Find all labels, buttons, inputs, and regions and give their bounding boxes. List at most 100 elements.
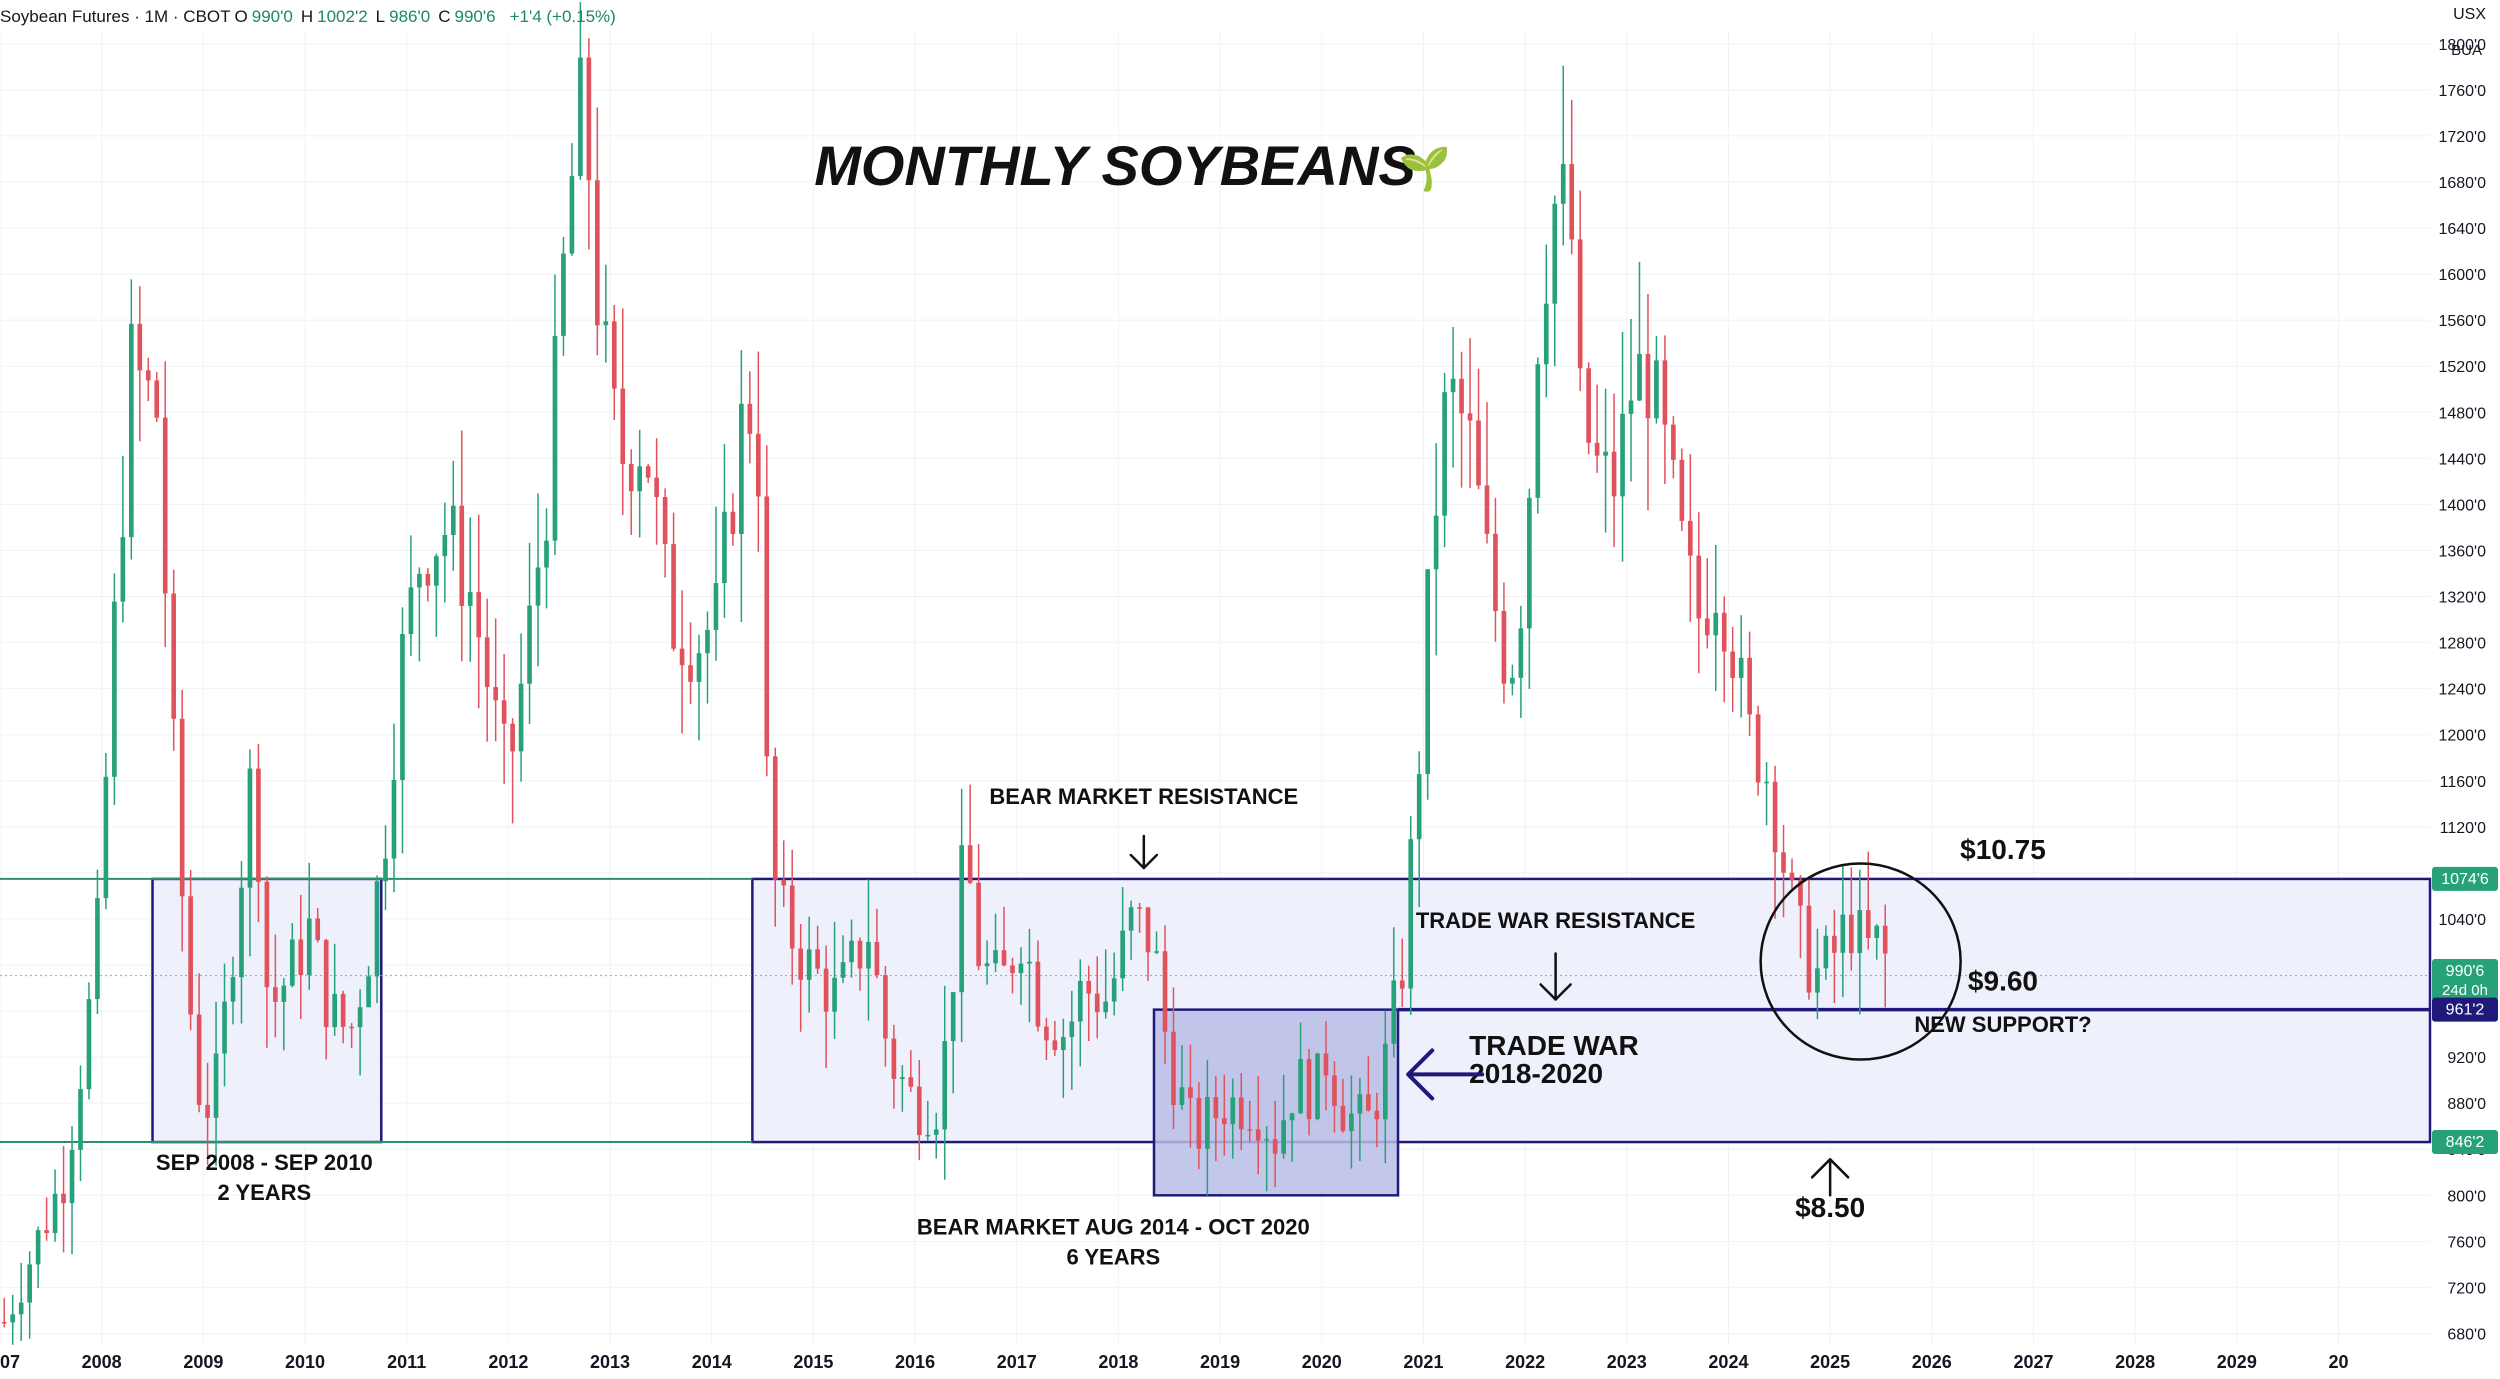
candle-body — [179, 718, 185, 897]
candle-body — [1713, 612, 1719, 636]
candle-body — [832, 977, 837, 1012]
candle-body — [86, 999, 92, 1090]
annotation-tw: TRADE WAR 2018-2020 — [1469, 1030, 1639, 1089]
candle-body — [908, 1077, 914, 1087]
y-tick-label: 1440'0 — [2438, 451, 2486, 468]
y-tick-label: 1240'0 — [2438, 682, 2486, 699]
y-tick-label: 1200'0 — [2438, 728, 2486, 745]
candle-body — [1662, 360, 1668, 425]
candle-body — [476, 592, 482, 638]
candle-body — [662, 497, 668, 545]
annotation-ns: NEW SUPPORT? — [1914, 1012, 2091, 1037]
candle-body — [1306, 1059, 1312, 1120]
y-tick-label: 1560'0 — [2438, 313, 2486, 330]
y-tick-label: 1040'0 — [2438, 912, 2486, 929]
candle-body — [357, 1007, 363, 1028]
candle-body — [849, 940, 854, 963]
candle-body — [1298, 1059, 1303, 1114]
candle-body — [883, 975, 888, 1039]
candle-body — [1882, 925, 1888, 954]
axes: 680'0720'0760'0800'0840'0880'0920'0960'0… — [0, 37, 2498, 1372]
candle-body — [1789, 872, 1795, 881]
candle-body — [747, 403, 753, 434]
candle-body — [374, 881, 380, 977]
x-tick-label: 2023 — [1607, 1352, 1647, 1372]
candle-body — [891, 1038, 897, 1079]
y-tick-label: 1520'0 — [2438, 359, 2486, 376]
x-tick-label: 2022 — [1505, 1352, 1545, 1372]
candle-body — [1357, 1094, 1363, 1114]
candle-body — [145, 370, 151, 381]
candle-body — [993, 950, 998, 964]
candle-body — [1501, 610, 1507, 684]
candle-body — [264, 881, 270, 988]
candle-body — [1188, 1087, 1193, 1098]
candle-body — [1349, 1113, 1354, 1132]
y-tick-label: 1320'0 — [2438, 590, 2486, 607]
candle-body — [942, 1041, 948, 1130]
candle-body — [44, 1230, 49, 1234]
candle-body — [1518, 628, 1524, 678]
candle-body — [1315, 1053, 1320, 1120]
annotation-bmr: BEAR MARKET RESISTANCE — [989, 784, 1298, 809]
candle-body — [222, 1001, 227, 1054]
candle-body — [1382, 1043, 1388, 1120]
candle-body — [1798, 880, 1803, 906]
candle-body — [315, 918, 321, 941]
candle-body — [603, 321, 609, 326]
candle-body — [484, 637, 490, 688]
candle-body — [1001, 950, 1007, 966]
y-tick-label: 760'0 — [2447, 1234, 2486, 1251]
candle-body — [332, 993, 338, 1028]
arrow-down-trade-war — [1539, 952, 1572, 1001]
annotations: SEP 2008 - SEP 2010 2 YEARS BEAR MARKET RE… — [156, 134, 2092, 1269]
candle-body — [535, 567, 541, 606]
tag-support: 961'2 — [2446, 1002, 2485, 1019]
candle-body — [1781, 852, 1786, 873]
candle-body — [1696, 555, 1702, 619]
x-tick-label: 2027 — [2013, 1352, 2053, 1372]
candle-body — [1738, 657, 1744, 678]
candle-body — [976, 882, 981, 967]
ohlc-high: H 1002'2 — [300, 7, 368, 26]
currency-label[interactable]: USX — [2453, 6, 2486, 23]
candle-body — [1620, 413, 1625, 497]
tag-current-sub: 24d 0h — [2442, 982, 2488, 999]
candle-body — [239, 887, 244, 978]
candle-body — [1340, 1105, 1346, 1132]
candle-body — [289, 939, 295, 986]
candle-body — [137, 323, 143, 371]
y-tick-label: 1480'0 — [2438, 405, 2486, 422]
candle-body — [1399, 980, 1405, 989]
candle-body — [1467, 413, 1473, 421]
tag-current-bg — [2432, 959, 2498, 1002]
candle-body — [408, 587, 414, 635]
candle-body — [1433, 515, 1439, 570]
annotation-bma: BEAR MARKET AUG 2014 - OCT 2020 6 YEARS — [917, 1214, 1310, 1269]
candle-body — [1577, 239, 1583, 369]
candle-body — [52, 1193, 58, 1234]
candle-body — [789, 885, 795, 949]
candle-body — [772, 756, 778, 880]
arrow-left-trade-war — [1406, 1048, 1485, 1101]
candle-body — [527, 605, 532, 684]
candle-body — [442, 535, 448, 557]
candle-body — [1035, 961, 1041, 1027]
y-tick-label: 920'0 — [2447, 1050, 2486, 1067]
x-tick-label: 2013 — [590, 1352, 630, 1372]
y-tick-label: 1280'0 — [2438, 636, 2486, 653]
candle-body — [61, 1193, 66, 1204]
candle-body — [1205, 1096, 1210, 1149]
candle-body — [840, 962, 846, 978]
candle-body — [1281, 1120, 1286, 1154]
candle-body — [1840, 914, 1846, 953]
candle-body — [459, 505, 465, 606]
highlight-circle — [1759, 862, 1962, 1061]
annotation-p960: $9.60 — [1968, 965, 2038, 996]
candle-body — [128, 323, 134, 538]
tag-floor: 846'2 — [2446, 1134, 2485, 1151]
candle-body — [637, 466, 643, 492]
candle-body — [595, 180, 600, 326]
